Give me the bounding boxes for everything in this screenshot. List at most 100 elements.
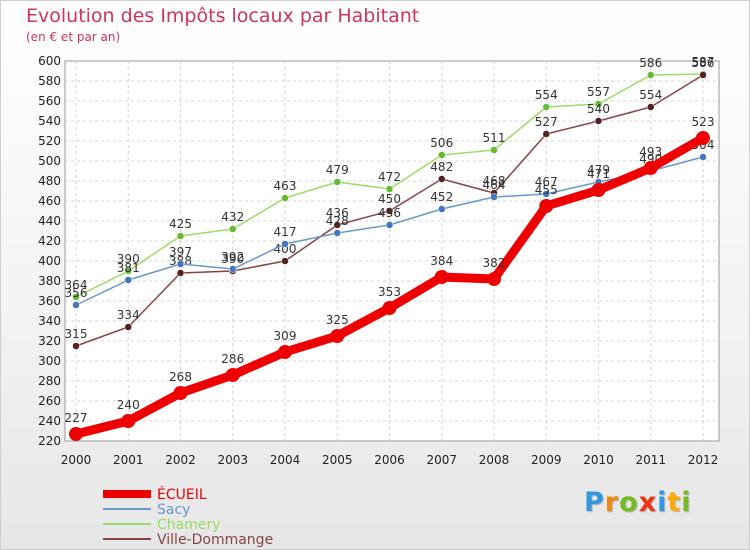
data-label: 482 (430, 160, 453, 174)
data-label: 353 (378, 285, 401, 299)
x-tick-label: 2005 (322, 453, 353, 467)
data-point (225, 368, 240, 382)
data-point (333, 229, 341, 237)
data-point (69, 427, 83, 441)
data-point (173, 386, 188, 400)
data-point (542, 190, 550, 198)
x-tick-label: 2001 (113, 453, 144, 467)
data-label: 390 (117, 252, 140, 266)
plot-area (64, 60, 720, 442)
y-tick-label: 520 (38, 134, 61, 148)
data-point (176, 269, 185, 277)
data-point (72, 301, 80, 309)
logo-letter: x (638, 487, 658, 518)
x-tick-label: 2002 (165, 453, 196, 467)
data-point (434, 270, 449, 284)
data-label: 417 (274, 225, 297, 239)
y-tick-label: 540 (38, 114, 61, 128)
data-point (643, 161, 658, 175)
legend-entry: Sacy (157, 502, 190, 518)
data-point (333, 178, 341, 186)
data-point (72, 342, 80, 350)
y-tick-label: 380 (38, 274, 61, 288)
data-label: 450 (378, 192, 401, 206)
legend-entry: Chamery (157, 517, 221, 533)
logo-letter: r (604, 487, 620, 518)
data-label: 240 (117, 398, 140, 412)
data-point (699, 153, 707, 161)
data-label: 392 (221, 250, 244, 264)
y-tick-label: 560 (38, 94, 61, 108)
y-tick-label: 460 (38, 194, 61, 208)
y-tick-label: 220 (38, 434, 61, 448)
x-tick-label: 2006 (374, 453, 405, 467)
logo-letter: P (584, 487, 605, 518)
series--cueil: 227 240 268 286 309 325 353 384 382 455 471 493 523 (65, 115, 715, 441)
y-tick-label: 580 (38, 74, 61, 88)
data-point (594, 117, 603, 125)
data-point (438, 151, 446, 159)
data-label: 511 (483, 131, 506, 145)
data-label: 467 (535, 175, 558, 189)
data-label: 464 (483, 178, 506, 192)
y-tick-label: 400 (38, 254, 61, 268)
data-point (699, 71, 707, 79)
data-point (382, 301, 397, 315)
data-label: 432 (221, 210, 244, 224)
data-point (176, 232, 185, 240)
y-tick-label: 340 (38, 314, 61, 328)
y-tick-label: 600 (38, 54, 61, 68)
data-point (490, 146, 498, 154)
data-label: 479 (587, 163, 610, 177)
chart-subtitle: (en € et par an) (26, 30, 121, 44)
data-point (438, 205, 446, 213)
x-tick-label: 2009 (531, 453, 562, 467)
data-point (594, 100, 603, 108)
data-point (647, 103, 655, 111)
logo-letter: o (619, 487, 639, 518)
x-tick-label: 2000 (61, 453, 92, 467)
data-label: 463 (274, 179, 297, 193)
data-label: 471 (587, 167, 610, 181)
data-label: 425 (169, 217, 192, 231)
data-label: 506 (430, 136, 453, 150)
data-label: 468 (483, 174, 506, 188)
data-point (176, 260, 185, 268)
y-tick-label: 440 (38, 214, 61, 228)
y-tick-label: 500 (38, 154, 61, 168)
y-tick-label: 320 (38, 334, 61, 348)
data-label: 268 (169, 370, 192, 384)
data-point (487, 272, 501, 286)
data-label: 356 (65, 286, 88, 300)
data-label: 315 (65, 327, 88, 341)
data-point (385, 185, 394, 193)
y-tick-label: 260 (38, 394, 61, 408)
data-label: 455 (535, 183, 558, 197)
data-label: 384 (430, 254, 453, 268)
x-tick-label: 2012 (688, 453, 719, 467)
data-point (72, 293, 80, 301)
y-tick-label: 300 (38, 354, 61, 368)
y-tick-label: 240 (38, 414, 61, 428)
y-tick-label: 360 (38, 294, 61, 308)
chart-title: Evolution des Impôts locaux par Habitant (26, 5, 420, 27)
data-label: 540 (587, 102, 610, 116)
data-label: 325 (326, 313, 349, 327)
data-point (696, 131, 710, 145)
data-point (542, 130, 550, 138)
data-point (124, 323, 132, 331)
data-label: 364 (65, 278, 88, 292)
data-label: 557 (587, 85, 610, 99)
data-label: 523 (692, 115, 715, 129)
logo-letter: i (657, 487, 668, 518)
data-point (229, 225, 237, 233)
data-label: 554 (639, 88, 662, 102)
x-tick-label: 2004 (270, 453, 301, 467)
data-point (124, 267, 132, 275)
proxiti-logo: Proxiti (584, 487, 692, 518)
data-label: 452 (430, 190, 453, 204)
data-point (438, 175, 446, 183)
